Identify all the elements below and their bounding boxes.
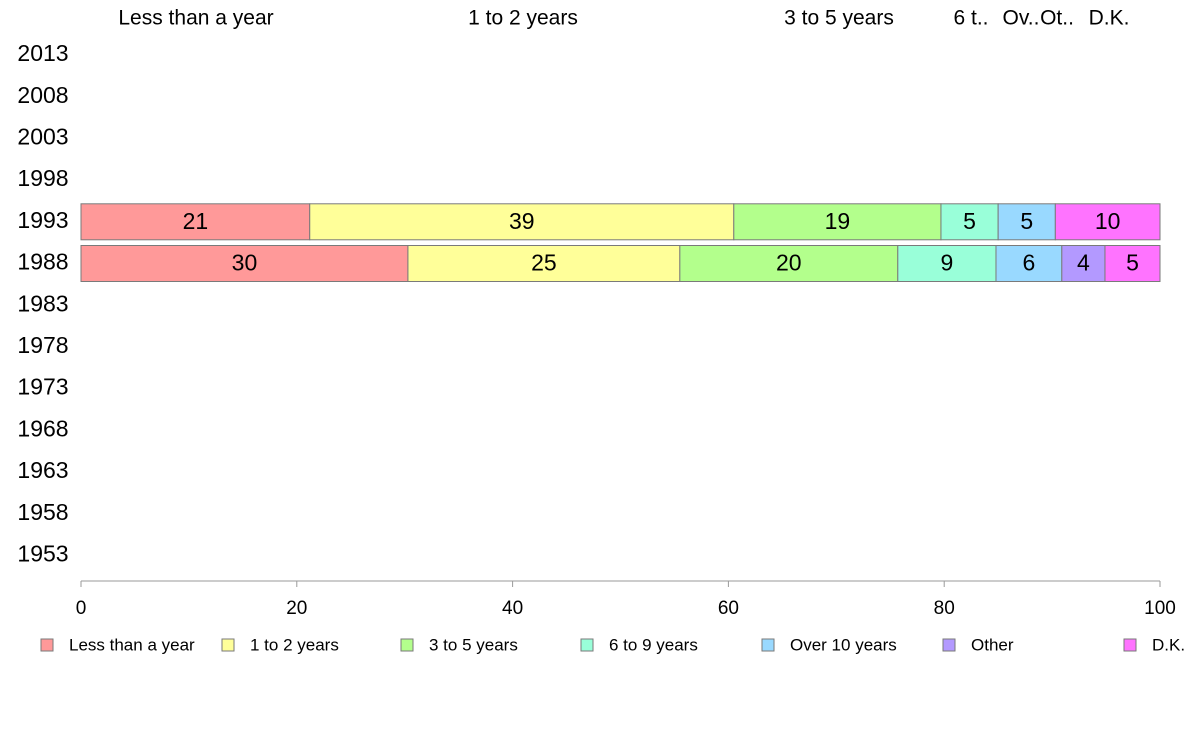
x-tick-label: 60 bbox=[718, 598, 739, 619]
bar-value-label: 19 bbox=[825, 208, 851, 234]
bar-segment bbox=[897, 245, 997, 282]
top-category-label: Ov.. bbox=[1003, 7, 1040, 30]
year-label: 1953 bbox=[17, 540, 68, 566]
top-category-label: 3 to 5 years bbox=[784, 7, 894, 30]
bar-segment bbox=[80, 245, 409, 282]
year-label: 1998 bbox=[17, 165, 68, 191]
year-label: 1973 bbox=[17, 374, 68, 400]
top-category-label: 6 t.. bbox=[953, 7, 988, 30]
year-label: 1983 bbox=[17, 290, 68, 316]
bar-segment bbox=[1104, 245, 1161, 282]
bar-value-label: 10 bbox=[1095, 208, 1121, 234]
bar-segment bbox=[407, 245, 681, 282]
bar-value-label: 5 bbox=[1020, 208, 1033, 234]
bar-value-label: 21 bbox=[183, 208, 209, 234]
year-label: 2013 bbox=[17, 40, 68, 66]
x-tick-label: 100 bbox=[1144, 598, 1176, 619]
top-category-label: Less than a year bbox=[118, 7, 273, 30]
bar-value-label: 9 bbox=[940, 250, 953, 276]
top-category-label: 1 to 2 years bbox=[468, 7, 578, 30]
bar-value-label: 25 bbox=[531, 250, 557, 276]
bar-value-label: 5 bbox=[1126, 250, 1139, 276]
bar-segment bbox=[679, 245, 899, 282]
bar-value-label: 39 bbox=[509, 208, 535, 234]
legend-swatch bbox=[221, 638, 235, 652]
top-category-label: Ot.. bbox=[1040, 7, 1074, 30]
legend-label: 3 to 5 years bbox=[429, 635, 518, 654]
year-label: 1988 bbox=[17, 249, 68, 275]
year-label: 1993 bbox=[17, 207, 68, 233]
bar-value-label: 5 bbox=[963, 208, 976, 234]
bar-value-label: 6 bbox=[1023, 250, 1036, 276]
year-label: 1978 bbox=[17, 332, 68, 358]
bar-segment bbox=[309, 203, 735, 241]
legend-label: D.K. bbox=[1152, 635, 1185, 654]
x-tick-label: 80 bbox=[934, 598, 955, 619]
x-tick-label: 40 bbox=[502, 598, 523, 619]
bar-segment bbox=[1054, 203, 1161, 241]
year-label: 1958 bbox=[17, 499, 68, 525]
bar-value-label: 20 bbox=[776, 250, 802, 276]
year-label: 2003 bbox=[17, 123, 68, 149]
legend-swatch bbox=[580, 638, 594, 652]
bar-segment bbox=[1061, 245, 1106, 282]
year-label: 1968 bbox=[17, 415, 68, 441]
legend-swatch bbox=[40, 638, 54, 652]
legend-label: Over 10 years bbox=[790, 635, 897, 654]
bar-segment bbox=[733, 203, 942, 241]
x-tick-label: 20 bbox=[286, 598, 307, 619]
year-label: 2008 bbox=[17, 82, 68, 108]
bar-value-label: 4 bbox=[1077, 250, 1090, 276]
legend-swatch bbox=[761, 638, 775, 652]
legend-label: 1 to 2 years bbox=[250, 635, 339, 654]
legend-swatch bbox=[400, 638, 414, 652]
legend-label: 6 to 9 years bbox=[609, 635, 698, 654]
legend-swatch bbox=[942, 638, 956, 652]
year-label: 1963 bbox=[17, 457, 68, 483]
bar-segment bbox=[997, 203, 1056, 241]
x-tick-label: 0 bbox=[76, 598, 87, 619]
top-category-label: D.K. bbox=[1089, 7, 1130, 30]
bar-segment bbox=[80, 203, 311, 241]
legend-label: Other bbox=[971, 635, 1014, 654]
legend-swatch bbox=[1123, 638, 1137, 652]
legend-label: Less than a year bbox=[69, 635, 195, 654]
bar-value-label: 30 bbox=[232, 250, 258, 276]
